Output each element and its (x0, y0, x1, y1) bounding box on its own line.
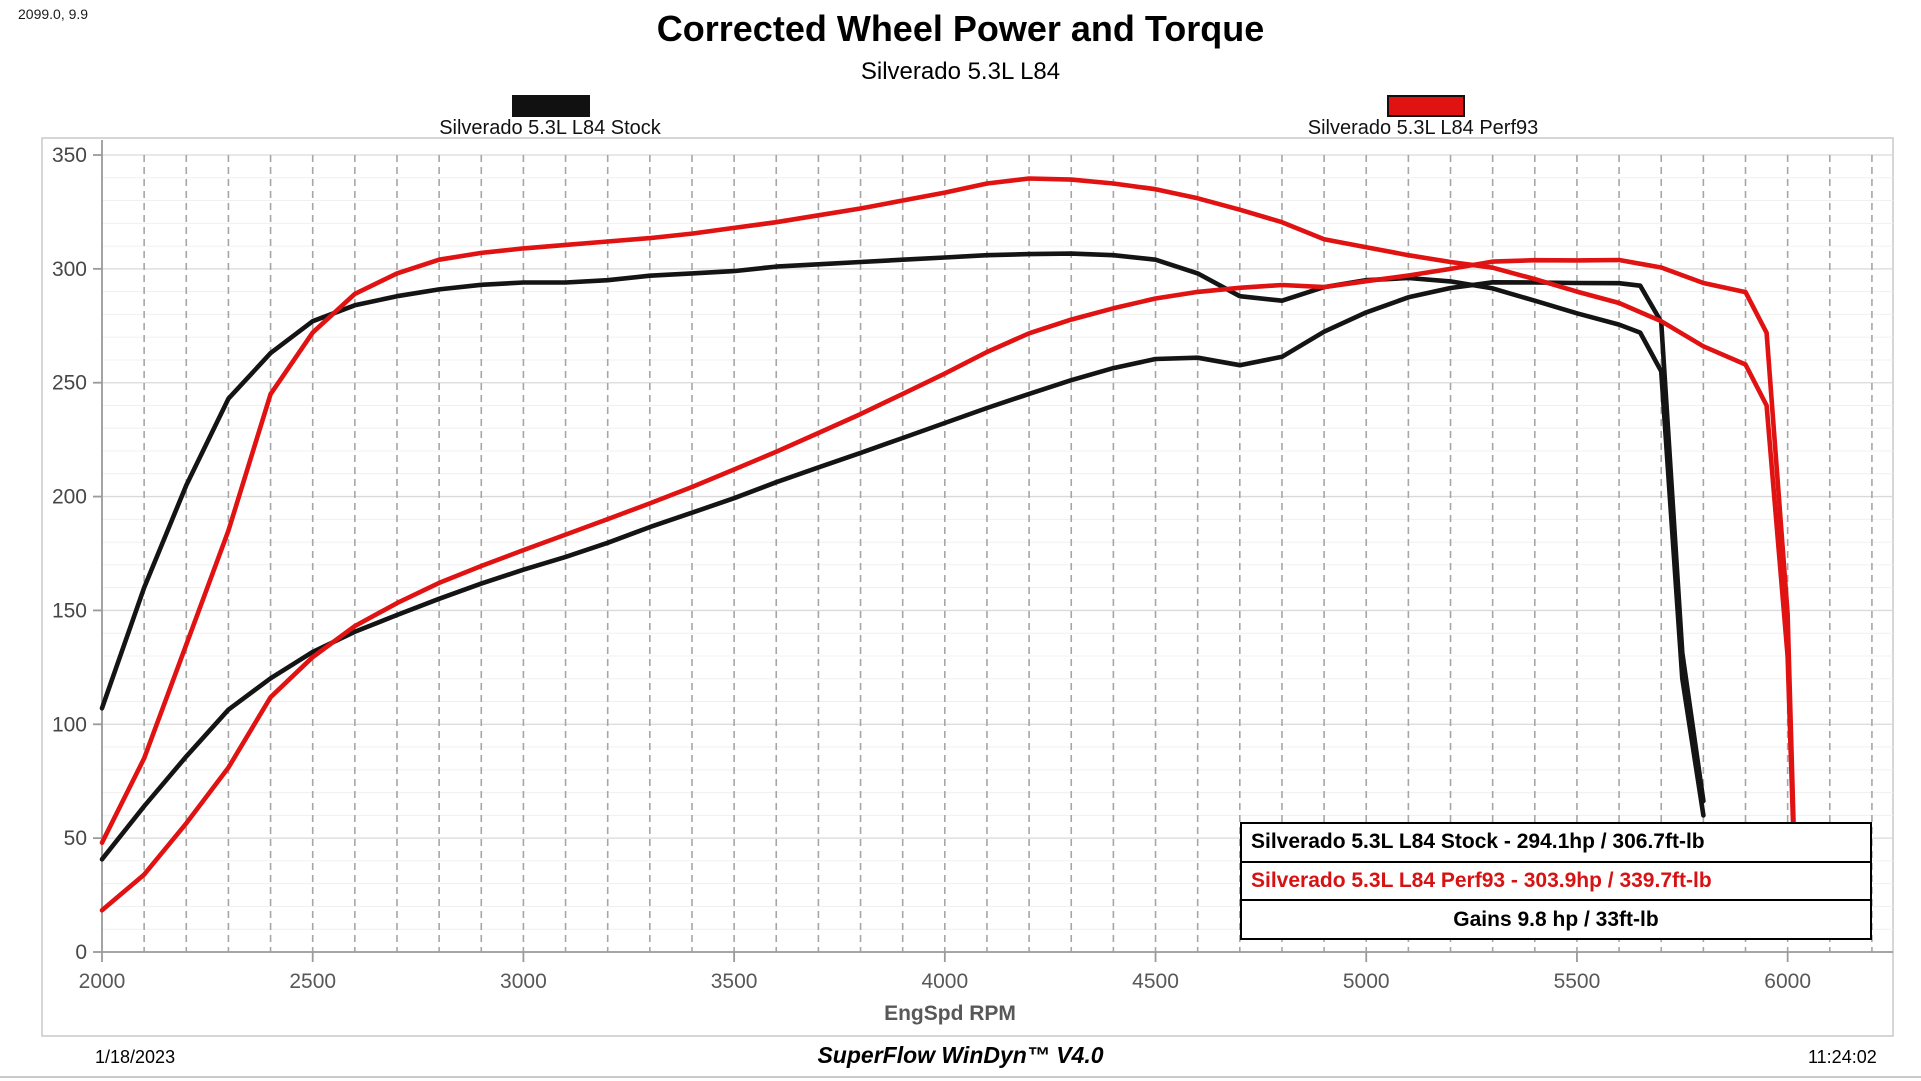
x-tick-label: 3000 (500, 970, 547, 993)
chart-title: Corrected Wheel Power and Torque (656, 8, 1265, 49)
legend-label-stock: Silverado 5.3L L84 Stock (439, 117, 661, 139)
result-row-gains: Gains 9.8 hp / 33ft-lb (1453, 907, 1659, 931)
x-tick-label: 4500 (1132, 970, 1179, 993)
x-tick-label: 5500 (1554, 970, 1601, 993)
result-row-stock: Silverado 5.3L L84 Stock - 294.1hp / 306… (1242, 824, 1870, 863)
curve-perf93-torque (99, 176, 1799, 921)
curve-perf93-power (99, 257, 1799, 916)
x-tick-label: 5000 (1343, 970, 1390, 993)
chart-panel-border (41, 137, 1894, 1037)
footer-time: 11:24:02 (1808, 1047, 1877, 1067)
y-tick-label: 150 (52, 599, 87, 622)
x-tick-label: 6000 (1764, 970, 1811, 993)
y-tick-label: 350 (52, 144, 87, 167)
chart-subtitle: Silverado 5.3L L84 (860, 58, 1061, 85)
result-row-perf93: Silverado 5.3L L84 Perf93 - 303.9hp / 33… (1242, 863, 1870, 902)
legend-label-perf93: Silverado 5.3L L84 Perf93 (1307, 117, 1539, 139)
x-axis-title: EngSpd RPM (884, 1002, 1016, 1025)
x-tick-label: 2500 (289, 970, 336, 993)
y-tick-label: 300 (52, 258, 87, 281)
y-tick-label: 50 (64, 827, 87, 850)
results-box: Silverado 5.3L L84 Stock - 294.1hp / 306… (1240, 822, 1872, 940)
x-tick-label: 4000 (921, 970, 968, 993)
y-tick-label: 0 (75, 941, 87, 964)
footer-date: 1/18/2023 (95, 1047, 176, 1067)
x-tick-label: 3500 (711, 970, 758, 993)
y-tick-label: 200 (52, 486, 87, 509)
x-tick-label: 2000 (79, 970, 126, 993)
legend-swatch-perf93 (1387, 95, 1465, 117)
footer-app-name: SuperFlow WinDyn™ V4.0 (817, 1042, 1104, 1068)
curve-stock-power (99, 279, 1706, 862)
y-tick-label: 250 (52, 372, 87, 395)
legend-swatch-stock (512, 95, 590, 117)
curve-stock-torque (99, 251, 1706, 818)
cursor-coordinate-readout: 2099.0, 9.9 (18, 6, 89, 22)
y-tick-label: 100 (52, 713, 87, 736)
